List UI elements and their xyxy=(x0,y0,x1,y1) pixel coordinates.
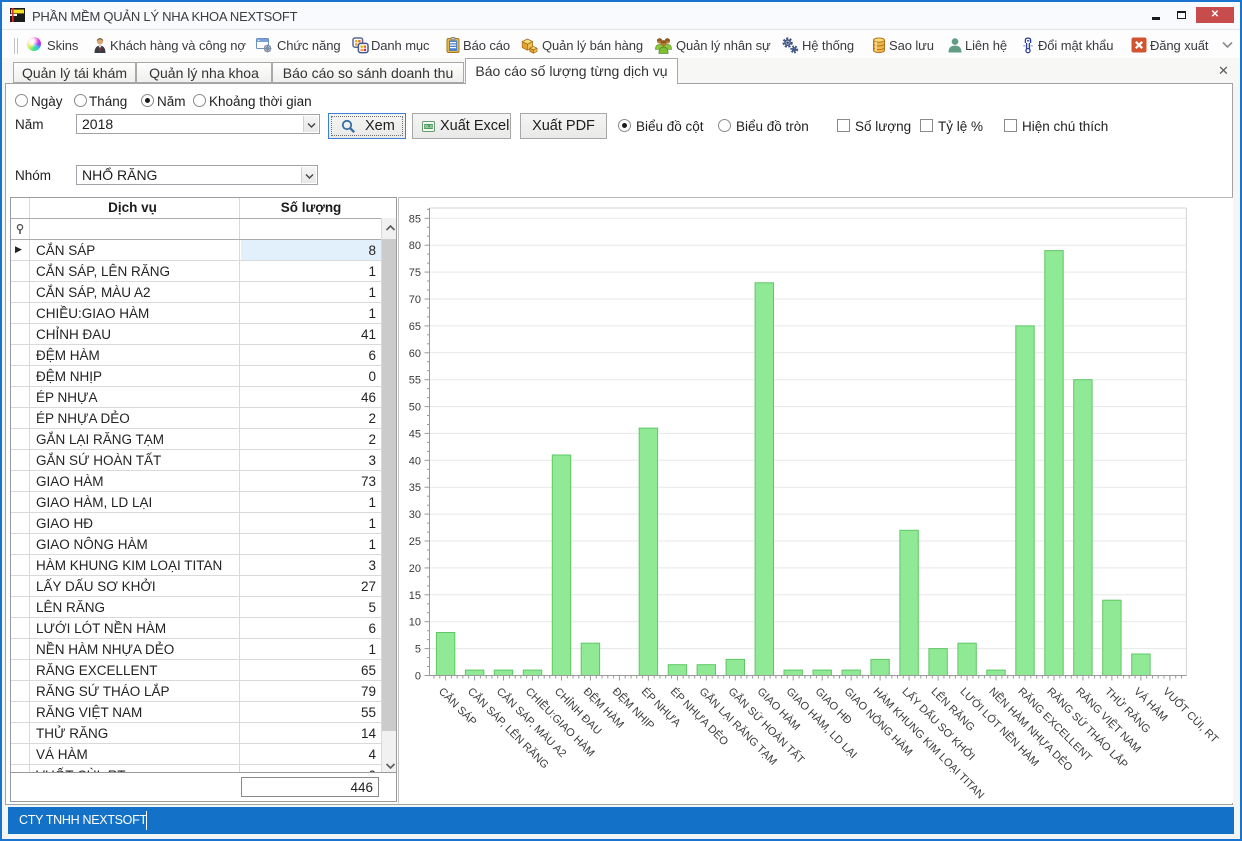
svg-text:30: 30 xyxy=(409,509,421,521)
svg-text:80: 80 xyxy=(409,240,421,252)
svg-text:40: 40 xyxy=(409,455,421,467)
svg-text:50: 50 xyxy=(409,402,421,414)
svg-text:XLS: XLS xyxy=(424,124,433,129)
svg-text:5: 5 xyxy=(415,644,421,656)
svg-text:60: 60 xyxy=(409,348,421,360)
svg-text:45: 45 xyxy=(409,428,421,440)
svg-text:10: 10 xyxy=(409,617,421,629)
svg-text:20: 20 xyxy=(409,563,421,575)
svg-text:0: 0 xyxy=(415,671,421,683)
svg-text:15: 15 xyxy=(409,590,421,602)
svg-text:70: 70 xyxy=(409,294,421,306)
svg-text:85: 85 xyxy=(409,213,421,225)
svg-text:35: 35 xyxy=(409,482,421,494)
svg-text:65: 65 xyxy=(409,321,421,333)
svg-text:25: 25 xyxy=(409,536,421,548)
svg-text:75: 75 xyxy=(409,267,421,279)
svg-text:55: 55 xyxy=(409,375,421,387)
